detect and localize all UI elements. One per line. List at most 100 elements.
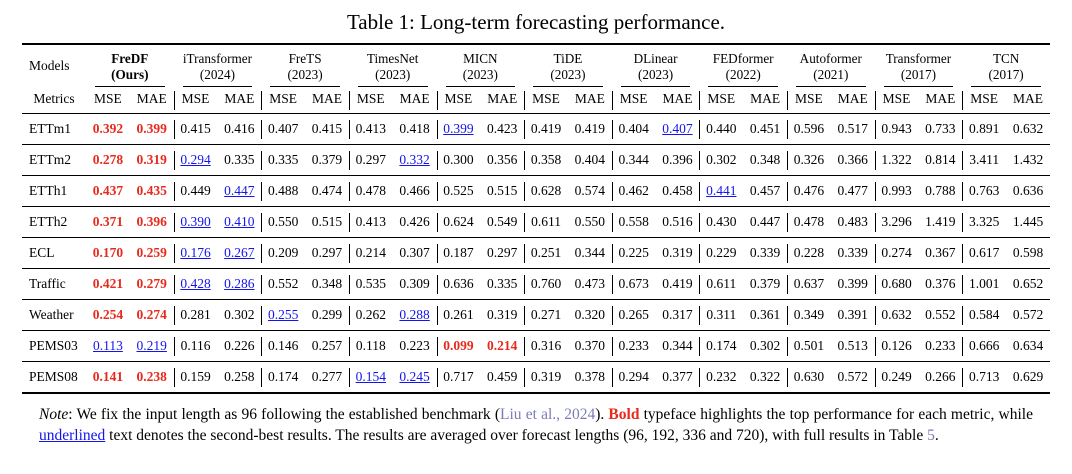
metric-value: 0.428 — [173, 268, 218, 301]
metric-value: 0.733 — [918, 113, 963, 146]
model-cmidrule: FEDformer (2022) — [708, 51, 778, 88]
metric-value: 0.457 — [743, 175, 787, 208]
metric-value: 0.652 — [1006, 268, 1050, 301]
metric-value: 0.391 — [830, 299, 875, 332]
metric-value: 0.636 — [1006, 175, 1050, 208]
model-name: MICN — [463, 51, 498, 66]
metric-value: 0.550 — [567, 206, 612, 239]
citation-link[interactable]: 5 — [927, 427, 935, 445]
metric-value: 0.299 — [305, 299, 349, 332]
metric-value: 0.378 — [574, 369, 606, 385]
metric-value: 1.419 — [918, 206, 963, 239]
metric-value: 0.993 — [874, 175, 919, 208]
table-row-traffic: Traffic 0.421 0.279 0.428 0.286 0.552 0.348 0.5… — [22, 268, 1050, 301]
metric-value: 0.238 — [136, 369, 167, 385]
metric-value: 0.891 — [962, 113, 1007, 146]
metric-value: 0.233 — [918, 330, 963, 363]
metric-value: 0.251 — [524, 237, 568, 270]
note-text: . — [934, 427, 939, 445]
metric-value: 0.174 — [261, 361, 306, 394]
metric-value: 0.478 — [787, 206, 831, 239]
metric-value: 0.371 — [86, 206, 130, 239]
table-row-pems03: PEMS03 0.113 0.219 0.116 0.226 0.146 0.257 0.11… — [22, 330, 1050, 363]
metric-value: 0.459 — [487, 369, 518, 385]
metric-value: 0.763 — [962, 175, 1007, 208]
metric-value: 0.611 — [524, 206, 568, 239]
table-row-pems08: PEMS08 0.141 0.238 0.159 0.258 0.174 0.277 0.15… — [22, 361, 1050, 394]
metric-value: 0.473 — [567, 268, 612, 301]
metric-value: 0.410 — [217, 206, 262, 239]
metric-value: 0.632 — [874, 299, 919, 332]
metric-value: 0.437 — [86, 175, 130, 208]
metric-value: 0.274 — [874, 237, 919, 270]
model-year: (2023) — [462, 67, 498, 83]
model-name: FreDF — [111, 51, 149, 66]
metric-value: 0.488 — [261, 175, 306, 208]
model-cmidrule: Transformer (2017) — [883, 51, 954, 88]
metric-value: 0.116 — [173, 330, 218, 363]
metric-value: 0.515 — [305, 206, 349, 239]
metric-value: 0.515 — [480, 175, 525, 208]
metric-value: 0.525 — [436, 175, 481, 208]
model-header-itransformer: iTransformer (2024) — [174, 44, 262, 88]
metric-value: 0.390 — [173, 206, 218, 239]
dataset-label: PEMS08 — [29, 369, 78, 385]
metric-value: 0.413 — [348, 206, 393, 239]
metric-value: 0.447 — [743, 206, 787, 239]
model-name: iTransformer — [182, 51, 252, 66]
metric-value: 0.356 — [480, 144, 525, 177]
model-year: (2023) — [375, 67, 411, 83]
results-table: Models FreDF (Ours) iTransformer (2024) FreTS… — [22, 43, 1050, 395]
metric-value: 0.483 — [830, 206, 875, 239]
metric-header-mse: MSE — [348, 87, 393, 115]
metric-value: 0.326 — [787, 144, 831, 177]
metric-value: 0.466 — [392, 175, 437, 208]
metric-value: 0.680 — [874, 268, 919, 301]
metric-value: 1.432 — [1006, 144, 1050, 177]
model-year: (Ours) — [111, 67, 149, 83]
metric-value: 0.478 — [348, 175, 393, 208]
table-row-etth1: ETTh1 0.437 0.435 0.449 0.447 0.488 0.474 0.478… — [22, 175, 1050, 208]
metric-header-mae: MAE — [1006, 87, 1050, 115]
metric-value: 0.228 — [787, 237, 831, 270]
metric-value: 0.348 — [743, 144, 787, 177]
metric-value: 0.113 — [86, 330, 130, 363]
metric-header-mae: MAE — [655, 87, 700, 115]
metric-value: 0.476 — [787, 175, 831, 208]
dataset-label: ETTm1 — [22, 113, 86, 146]
metric-header-mse: MSE — [261, 87, 306, 115]
metric-value: 0.223 — [392, 330, 437, 363]
metric-value: 0.407 — [655, 113, 700, 146]
metric-value: 0.379 — [743, 268, 787, 301]
metric-value: 0.339 — [743, 237, 787, 270]
metric-value: 0.760 — [524, 268, 568, 301]
model-year: (2023) — [287, 67, 323, 83]
metric-value: 3.325 — [962, 206, 1007, 239]
metric-value: 0.176 — [173, 237, 218, 270]
metric-value: 0.320 — [567, 299, 612, 332]
metric-value: 0.617 — [962, 237, 1007, 270]
metric-value: 0.430 — [699, 206, 744, 239]
models-row: Models FreDF (Ours) iTransformer (2024) FreTS… — [22, 44, 1050, 88]
model-name: TimesNet — [366, 51, 419, 66]
metric-value: 0.426 — [392, 206, 437, 239]
metric-value: 0.278 — [86, 144, 130, 177]
metric-value: 0.415 — [305, 113, 349, 146]
table-row-weather: Weather 0.254 0.274 0.281 0.302 0.255 0.299 0.2… — [22, 299, 1050, 332]
metric-header-mse: MSE — [874, 87, 919, 115]
metric-value: 0.267 — [217, 237, 262, 270]
metric-value: 0.413 — [348, 113, 393, 146]
metric-header-mae: MAE — [480, 87, 525, 115]
metric-value: 0.361 — [743, 299, 787, 332]
citation-link[interactable]: Liu et al., 2024 — [500, 406, 596, 424]
metric-value: 0.288 — [392, 299, 437, 332]
metric-value: 0.317 — [655, 299, 700, 332]
metric-value: 0.254 — [86, 299, 130, 332]
metric-header-mae: MAE — [129, 87, 174, 115]
metric-value: 0.209 — [261, 237, 306, 270]
metric-value: 0.535 — [348, 268, 393, 301]
metric-value: 0.099 — [436, 330, 481, 363]
metric-header-mae: MAE — [567, 87, 612, 115]
metric-value: 0.261 — [436, 299, 481, 332]
metric-value: 0.440 — [699, 113, 744, 146]
